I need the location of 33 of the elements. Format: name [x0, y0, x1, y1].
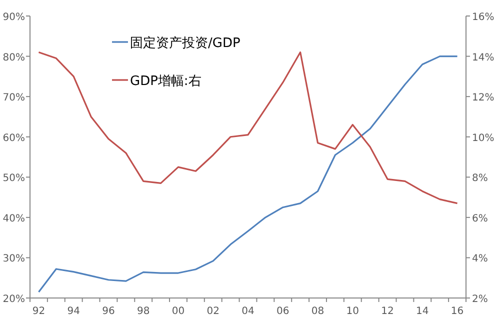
y2-tick-label: 4% [472, 254, 488, 265]
x-tick-label: 00 [172, 306, 185, 317]
legend-label: 固定资产投资/GDP [130, 36, 240, 51]
x-tick-label: 04 [242, 306, 254, 317]
x-tick-label: 06 [276, 306, 290, 317]
y2-tick-label: 12% [472, 92, 494, 104]
x-tick-label: 08 [311, 306, 324, 317]
line-series [38, 55, 458, 293]
x-tick-label: 92 [32, 306, 46, 317]
y2-tick-label: 10% [472, 132, 494, 144]
y2-tick-label: 14% [472, 52, 494, 64]
x-tick-label: 02 [206, 306, 220, 317]
y-tick-label: 90% [2, 12, 25, 23]
y2-tick-label: 8% [472, 173, 488, 184]
y2-tick-label: 16% [472, 12, 494, 23]
y-tick-label: 70% [2, 92, 25, 104]
legend-label: GDP增幅:右 [130, 74, 202, 89]
y2-tick-label: 6% [472, 213, 488, 224]
x-tick-label: 94 [67, 306, 80, 317]
x-tick-label: 12 [381, 306, 394, 317]
x-tick-label: 96 [102, 306, 115, 317]
y-tick-label: 30% [2, 254, 25, 265]
line-series [38, 51, 458, 204]
y2-tick-label: 2% [472, 294, 488, 305]
y-tick-label: 60% [2, 132, 25, 144]
y-tick-label: 80% [2, 52, 25, 64]
y-tick-label: 40% [2, 213, 25, 224]
x-tick-label: 10 [346, 306, 360, 317]
y-tick-label: 50% [2, 173, 25, 184]
x-tick-label: 14 [416, 306, 429, 317]
y-tick-label: 20% [2, 294, 25, 305]
x-tick-label: 98 [136, 306, 150, 317]
x-tick-label: 16 [450, 306, 464, 317]
